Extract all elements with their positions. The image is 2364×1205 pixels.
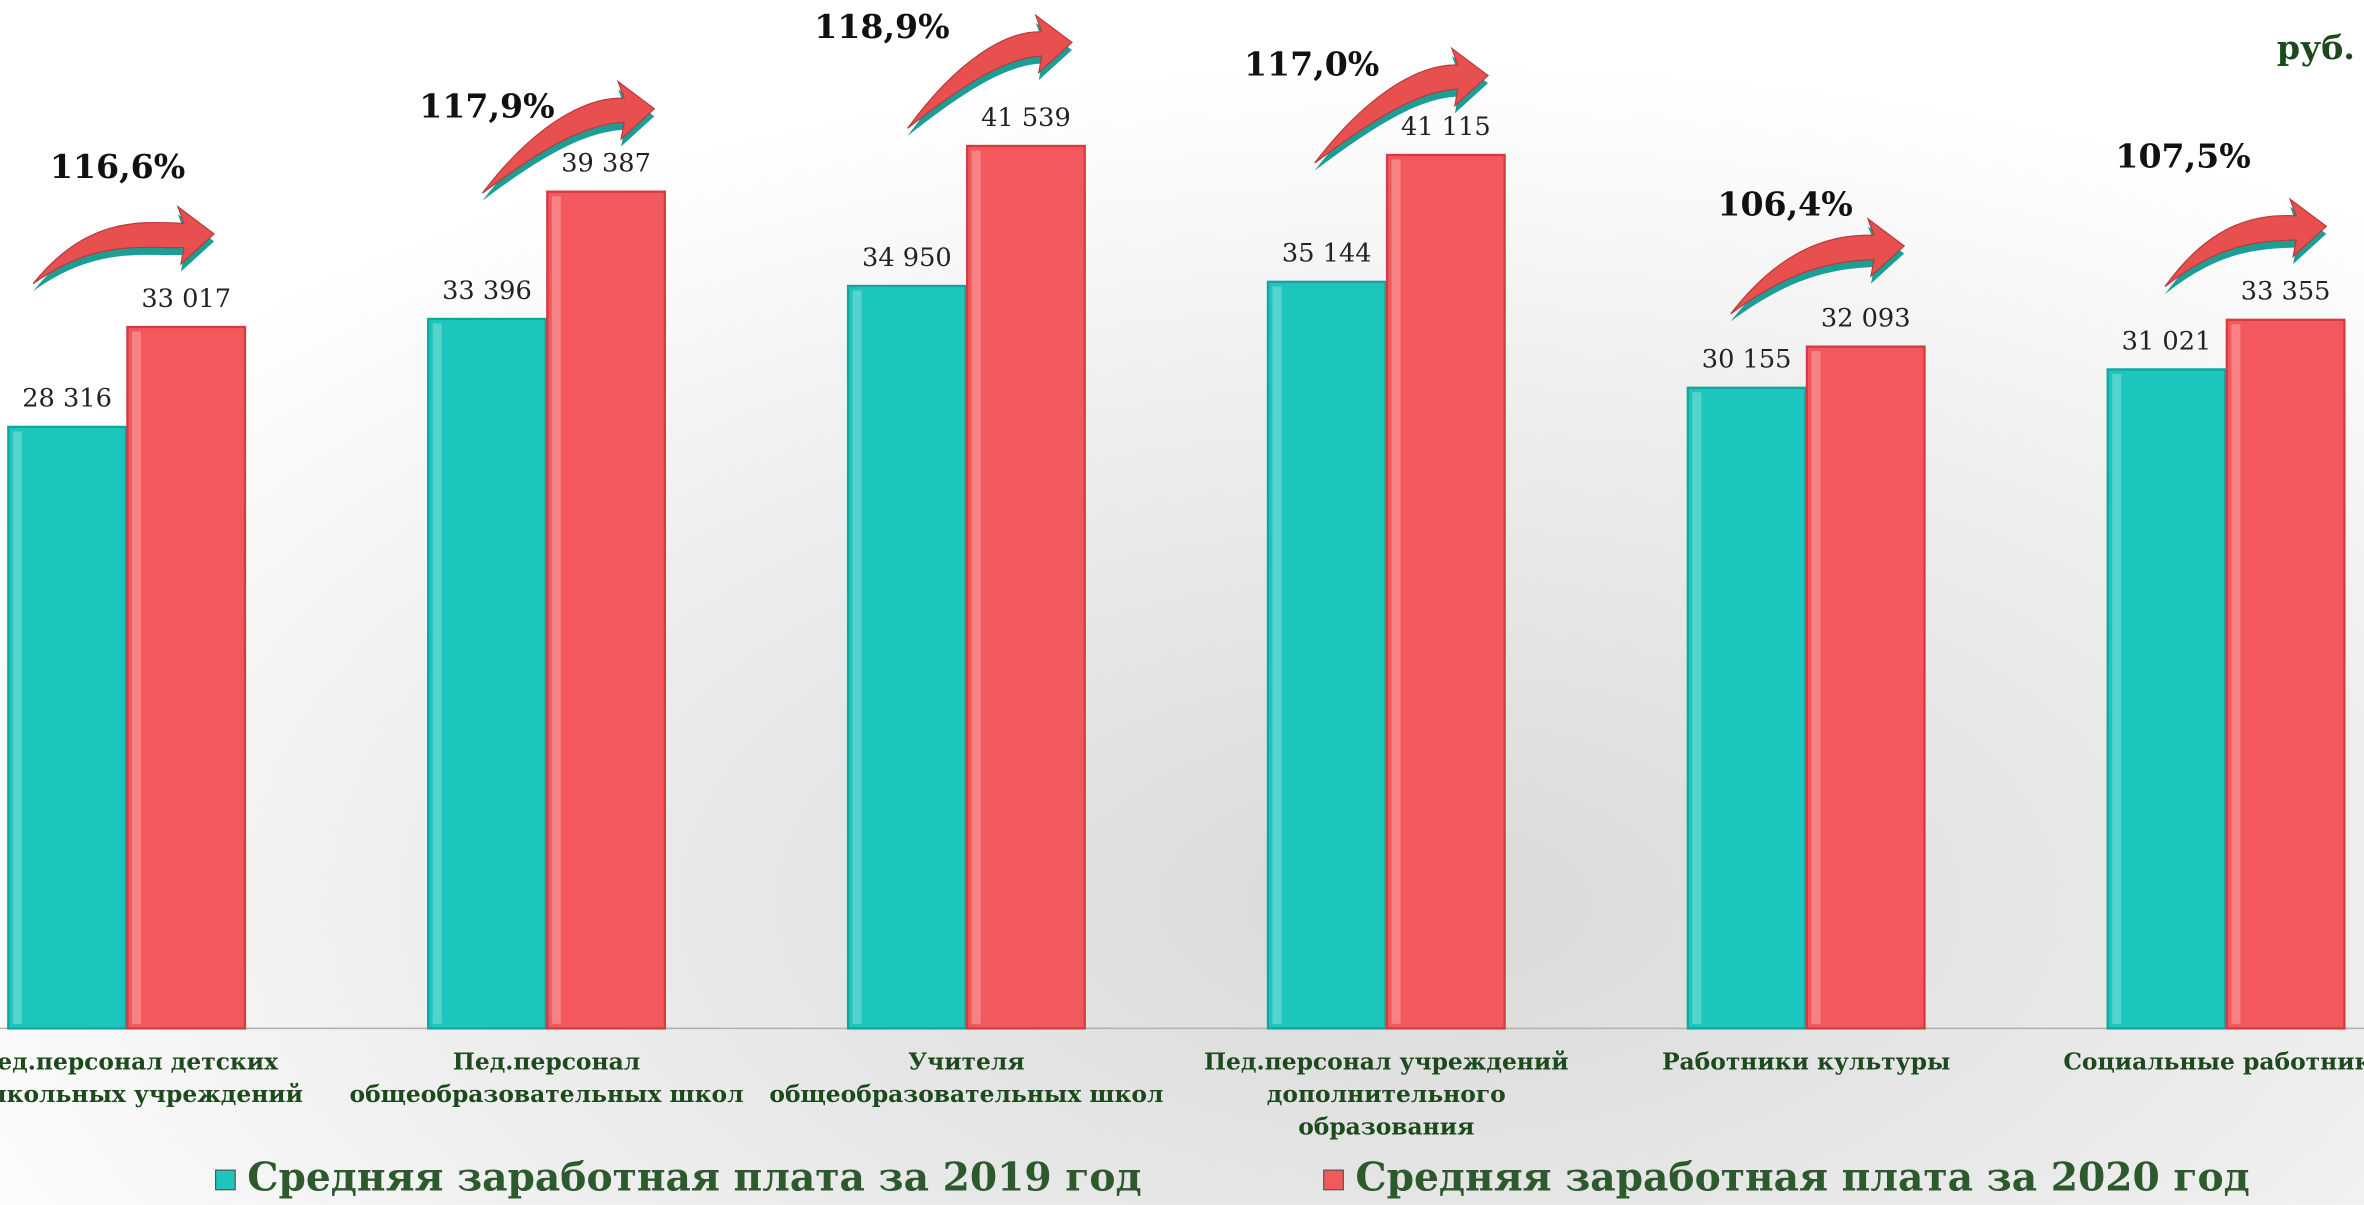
bar — [966, 144, 1086, 1030]
bar-highlight — [1272, 286, 1282, 1024]
bar-highlight — [12, 431, 22, 1024]
growth-label: 118,9% — [814, 7, 949, 46]
value-label: 33 017 — [141, 284, 231, 314]
growth-arrow — [1314, 46, 1489, 164]
bar-highlight — [852, 290, 862, 1024]
legend-swatch — [214, 1169, 236, 1191]
x-tick-label: общеобразовательных школ — [350, 1080, 744, 1108]
bar — [1385, 153, 1506, 1030]
bar-highlight — [1692, 392, 1702, 1024]
growth-label: 117,0% — [1244, 45, 1379, 84]
value-label: 30 155 — [1702, 345, 1792, 375]
bar-highlight — [432, 323, 442, 1024]
bar — [546, 190, 667, 1030]
x-tick-label: Работники культуры — [1662, 1048, 1950, 1076]
x-tick-label: дополнительного — [1267, 1080, 1506, 1108]
x-tick-label: Пед.персонал — [453, 1048, 640, 1076]
unit-label: руб. — [2277, 28, 2355, 67]
growth-arrow — [32, 205, 216, 285]
growth-arrow — [2164, 197, 2328, 288]
bar — [7, 425, 128, 1030]
value-label: 28 316 — [22, 384, 112, 414]
legend-label: Средняя заработная плата за 2020 год — [1355, 1155, 2249, 1201]
legend-label: Средняя заработная плата за 2019 год — [247, 1155, 1141, 1201]
x-tick-label: Пед.персонал учреждений — [1204, 1048, 1569, 1076]
growth-arrow — [907, 13, 1073, 129]
value-label: 32 093 — [1821, 303, 1911, 333]
bar-highlight — [971, 150, 981, 1024]
growth-label: 106,4% — [1717, 185, 1852, 224]
bar-highlight — [131, 331, 141, 1024]
bar-highlight — [551, 196, 561, 1024]
bar — [2225, 318, 2346, 1030]
bar-highlight — [1811, 351, 1821, 1024]
growth-label: 107,5% — [2115, 136, 2250, 175]
x-tick-label: общеобразовательных школ — [769, 1080, 1163, 1108]
bar — [846, 284, 967, 1030]
growth-label: 117,9% — [419, 87, 554, 126]
value-label: 33 355 — [2241, 277, 2331, 307]
value-label: 41 115 — [1401, 112, 1491, 142]
growth-label: 116,6% — [50, 147, 185, 186]
growth-arrow — [1730, 217, 1906, 315]
bar — [126, 325, 247, 1030]
value-label: 39 387 — [561, 149, 651, 179]
value-label: 35 144 — [1282, 239, 1372, 269]
bar-highlight — [1391, 159, 1401, 1024]
x-tick-label: образования — [1298, 1112, 1474, 1140]
x-tick-label: дошкольных учреждений — [0, 1080, 303, 1108]
value-label: 33 396 — [442, 276, 532, 306]
legend-swatch — [1323, 1169, 1344, 1191]
bar-highlight — [2112, 373, 2122, 1024]
bar — [1805, 345, 1926, 1030]
growth-arrow — [481, 79, 656, 194]
x-tick-label: Учителя — [908, 1048, 1024, 1076]
bar — [1266, 280, 1387, 1030]
x-tick-label: Пед.персонал детских — [0, 1048, 279, 1076]
bar — [1686, 386, 1807, 1030]
value-label: 41 539 — [981, 103, 1071, 133]
value-label: 31 021 — [2122, 326, 2212, 356]
value-label: 34 950 — [862, 243, 952, 273]
x-tick-label: Социальные работники — [2063, 1048, 2364, 1076]
bar-highlight — [2231, 324, 2241, 1024]
bar — [427, 317, 547, 1030]
bar — [2106, 368, 2227, 1030]
